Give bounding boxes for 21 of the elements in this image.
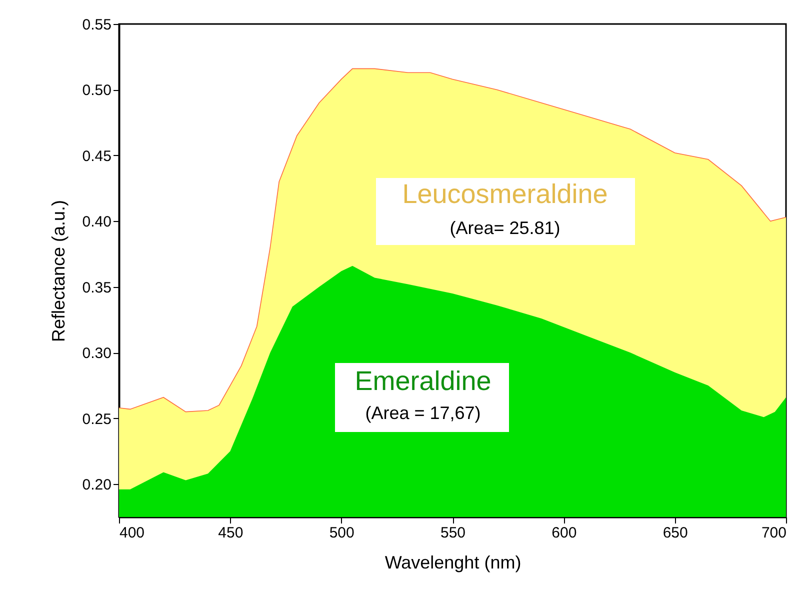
x-tick-label: 700 [761, 524, 786, 542]
y-tick-label: 0.55 [82, 16, 112, 34]
series-label: Emeraldine [354, 366, 492, 396]
x-tick-label: 400 [120, 524, 145, 542]
y-tick-label: 0.25 [82, 410, 112, 428]
y-tick-label: 0.20 [82, 476, 112, 494]
series-label: Leucosmeraldine [402, 179, 608, 209]
y-tick-label: 0.40 [82, 214, 112, 231]
x-axis-title: Wavelenght (nm) [384, 552, 522, 572]
y-axis-title: Reflectance (a.u.) [48, 200, 68, 342]
annotation: (Area= 25.81) [450, 218, 560, 238]
y-tick-label: 0.50 [82, 82, 112, 100]
annotation: (Area = 17,67) [365, 403, 481, 423]
y-tick-label: 0.35 [82, 279, 112, 296]
x-tick-label: 500 [329, 524, 354, 542]
y-tick-label: 0.45 [82, 148, 112, 165]
x-tick-label: 650 [662, 524, 688, 542]
x-tick-label: 450 [218, 524, 244, 542]
y-tick-label: 0.30 [82, 345, 112, 362]
x-tick-label: 600 [552, 524, 577, 542]
x-tick-label: 550 [440, 524, 466, 542]
